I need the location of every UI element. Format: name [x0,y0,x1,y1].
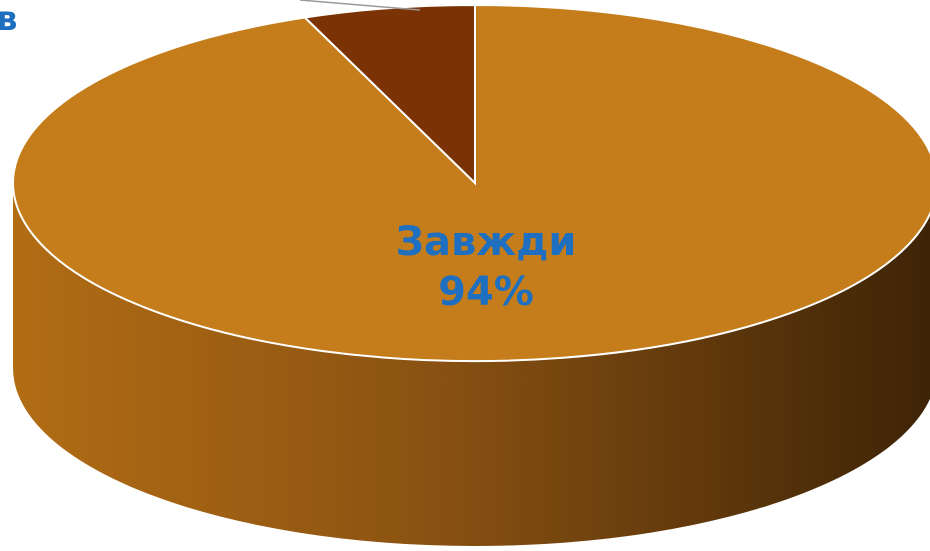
pie-side-wall-surface [13,183,930,546]
pie-top [12,3,930,362]
pie-slice-1 [12,3,930,362]
slice-value-zavzhdy: 94% [438,269,534,315]
edge-label: в [0,0,18,39]
slice-label-zavzhdy: Завжди [396,219,577,265]
pie-side-wall [13,183,930,546]
pie-slice-2 [302,3,476,186]
leader-line [299,0,421,11]
